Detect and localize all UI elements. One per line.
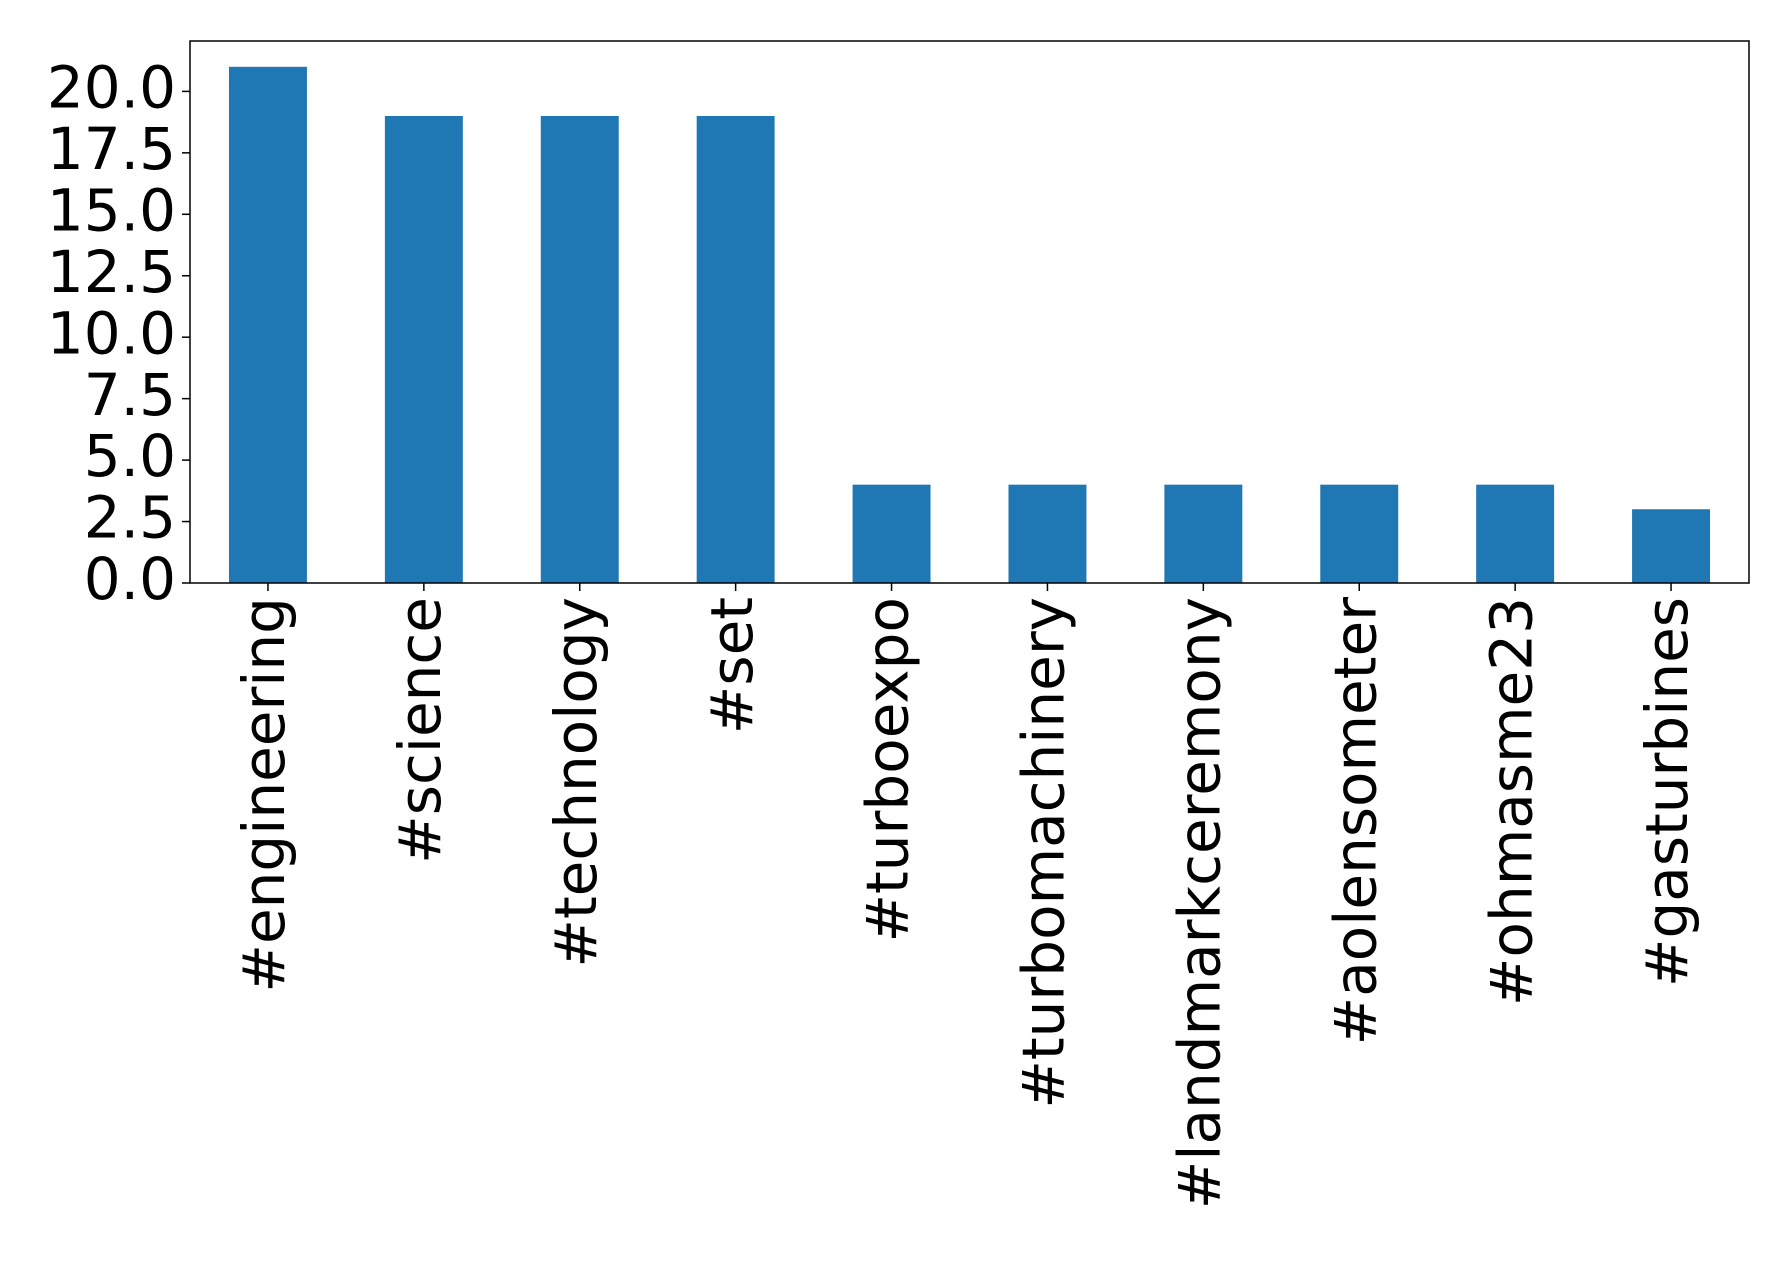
x-tick-label: #ohmasme23 <box>1477 597 1545 1006</box>
bar <box>852 484 931 583</box>
bar <box>1476 484 1555 583</box>
plot-frame <box>189 40 1750 584</box>
y-tick-label: 15.0 <box>47 176 176 244</box>
x-tick-label: #gasturbines <box>1633 597 1701 987</box>
bar <box>384 115 463 583</box>
y-tick-label: 20.0 <box>47 53 176 121</box>
x-tick-label: #science <box>386 597 454 864</box>
y-tick-label: 17.5 <box>47 115 176 183</box>
y-tick-label: 0.0 <box>84 545 176 613</box>
bar <box>1164 484 1243 583</box>
x-tick-label: #set <box>698 597 766 734</box>
y-tick-label: 2.5 <box>84 484 176 552</box>
bar <box>1008 484 1087 583</box>
bar <box>1632 509 1711 583</box>
x-tick-label: #landmarkceremony <box>1165 597 1233 1209</box>
x-tick-label: #turboexpo <box>854 597 922 943</box>
y-tick-label: 5.0 <box>84 422 176 490</box>
y-tick-label: 7.5 <box>84 361 176 429</box>
y-tick-label: 12.5 <box>47 238 176 306</box>
x-tick-label: #aolensometer <box>1321 597 1389 1045</box>
bar <box>696 115 775 583</box>
y-tick-label: 10.0 <box>47 299 176 367</box>
bar <box>540 115 619 583</box>
x-tick-label: #technology <box>542 597 610 968</box>
bar <box>1320 484 1399 583</box>
x-tick-label: #turbomachinery <box>1010 597 1078 1109</box>
x-tick-label: #engineering <box>230 597 298 993</box>
bar <box>228 66 307 584</box>
